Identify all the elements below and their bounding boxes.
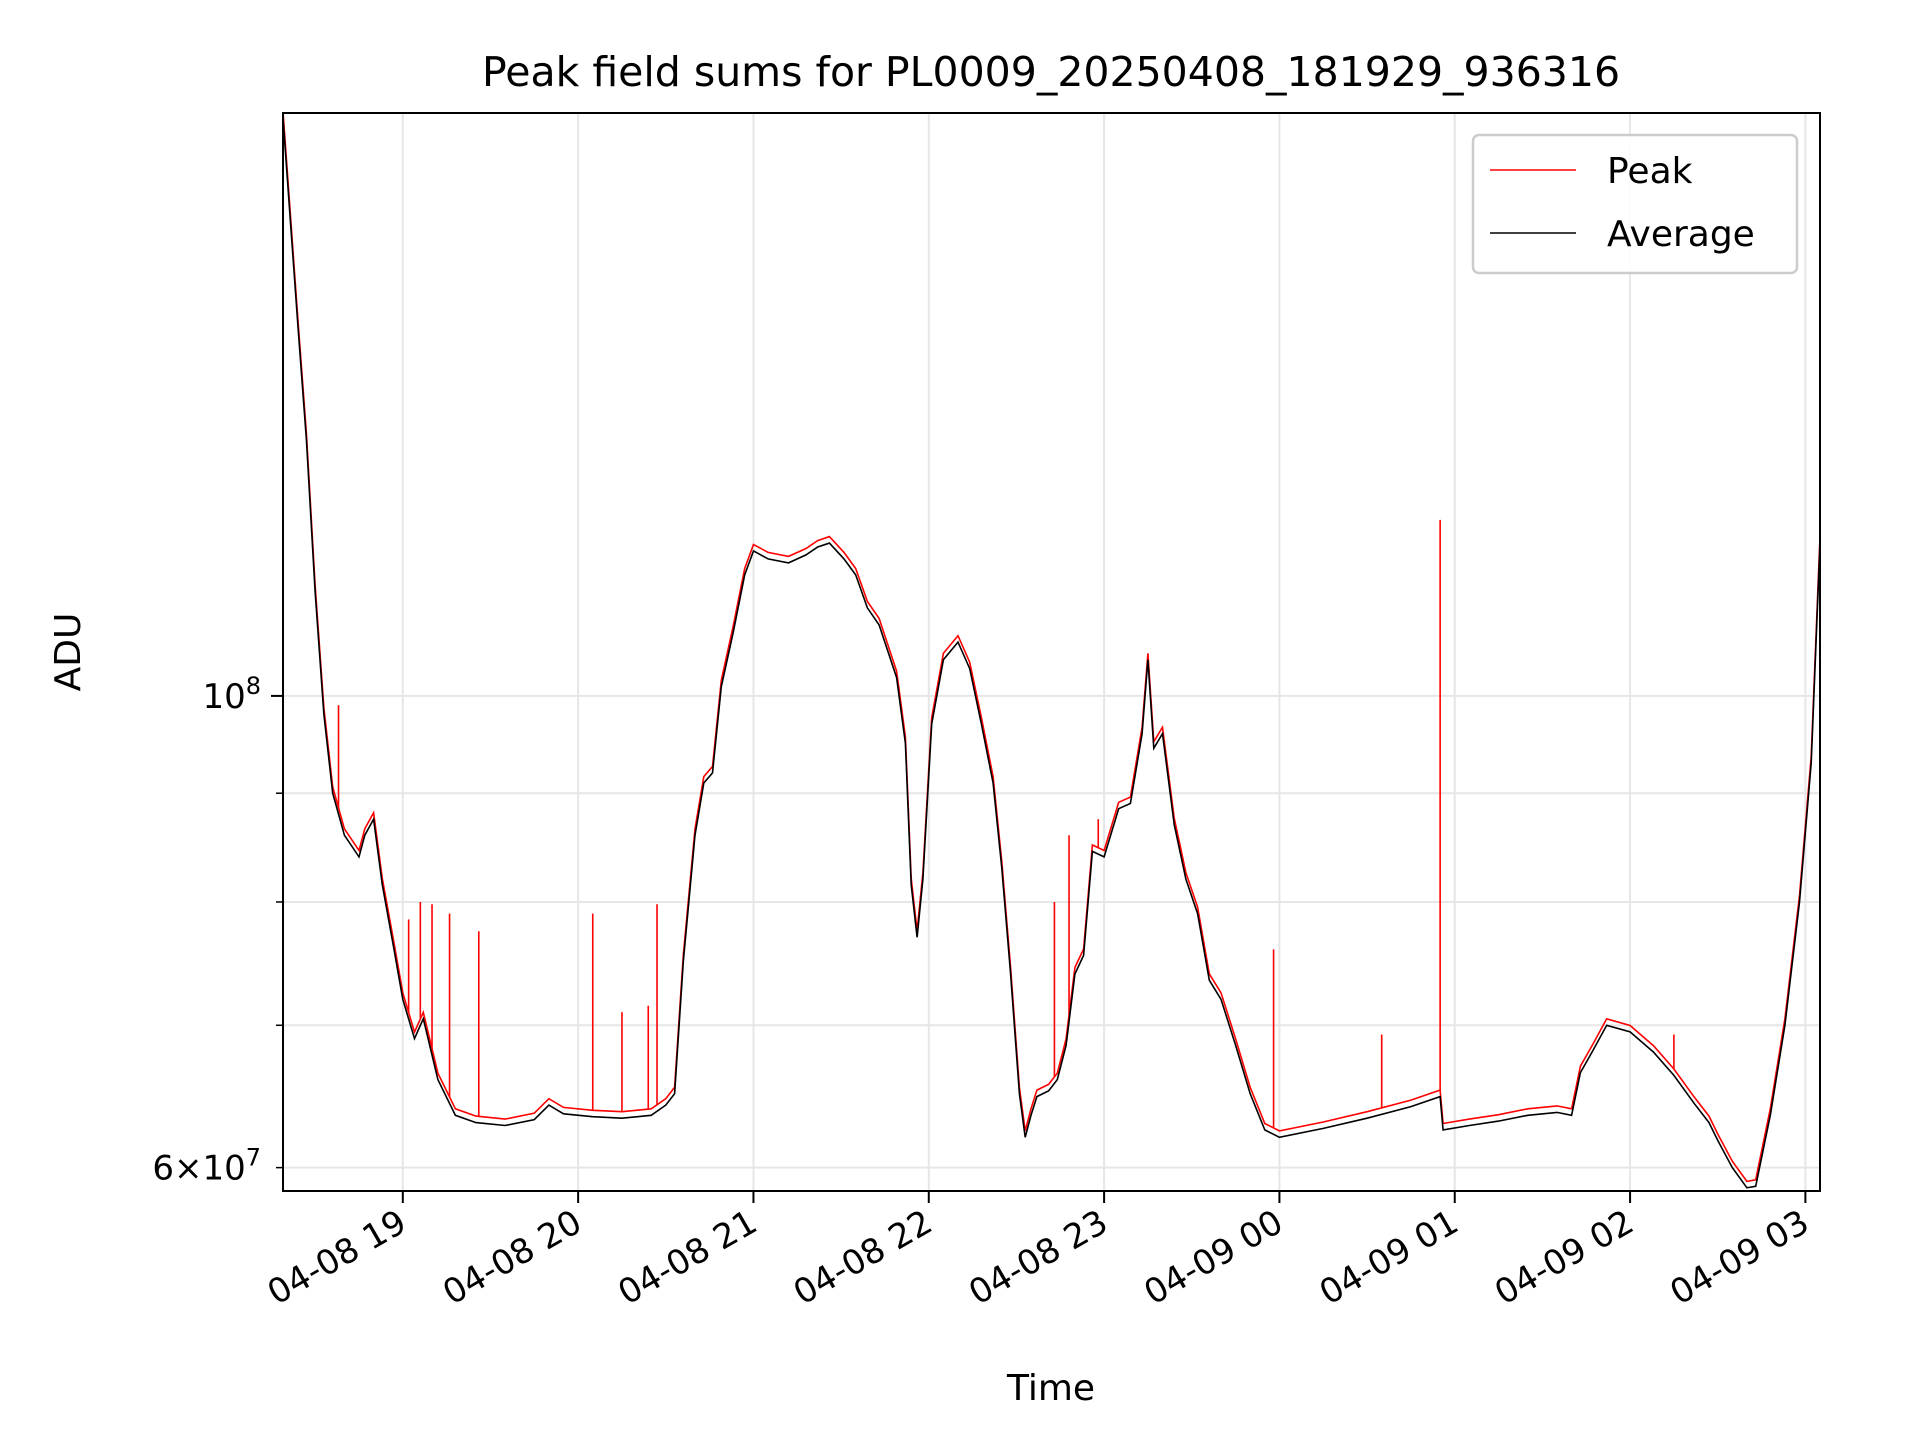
legend-label-peak: Peak: [1607, 151, 1693, 192]
legend-label-average: Average: [1607, 214, 1755, 255]
y-axis-ticks: 108 6×107: [152, 672, 283, 1189]
plot-frame: [282, 112, 1821, 1192]
series-layer: [283, 113, 1820, 1189]
legend: Peak Average: [1471, 133, 1799, 275]
y-tick-label: 108: [202, 672, 261, 717]
chart-title: Peak field sums for PL0009_20250408_1819…: [482, 48, 1620, 96]
y-tick-label: 6×107: [152, 1144, 261, 1189]
x-axis-label: Time: [1006, 1368, 1095, 1409]
series-line-average: [283, 117, 1820, 1189]
grid: [283, 113, 1820, 1191]
y-axis-label: ADU: [48, 613, 89, 692]
